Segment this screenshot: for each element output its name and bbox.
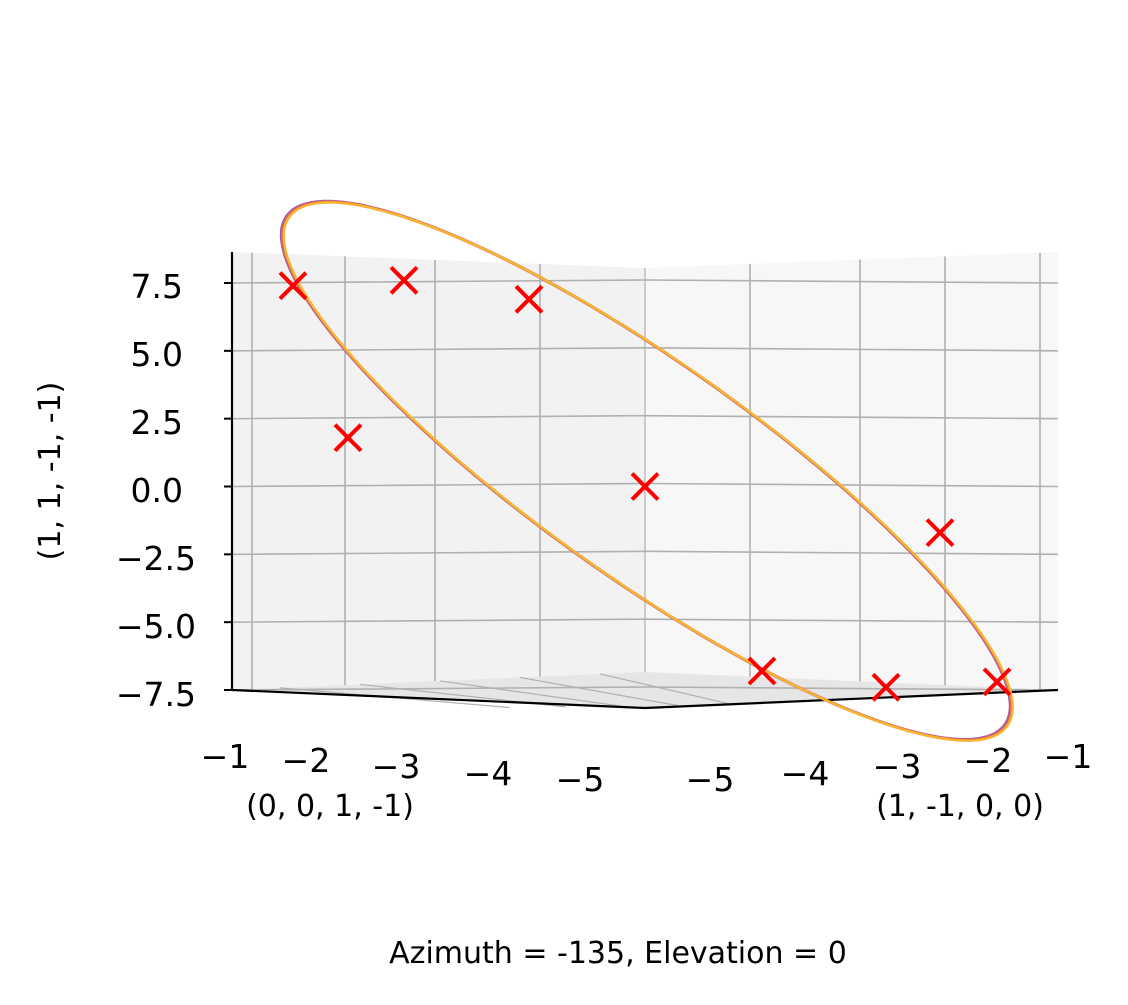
- vertical-tick-label: 5.0: [131, 335, 183, 374]
- left-pane: [232, 252, 645, 690]
- x-marker: [871, 672, 901, 702]
- x-marker: [982, 667, 1012, 697]
- x-marker: [925, 518, 955, 548]
- left-tick-label: −4: [464, 754, 513, 793]
- x-marker-stroke: [514, 284, 544, 314]
- x-marker: [389, 265, 419, 295]
- vertical-tick-label: −5.0: [116, 607, 196, 646]
- x-marker-stroke: [747, 656, 777, 686]
- right-tick-label: −4: [781, 754, 830, 793]
- x-marker: [747, 656, 777, 686]
- floor-grid-line: [519, 676, 678, 707]
- vertical-tick-label: −2.5: [116, 539, 196, 578]
- right-axis-line: [644, 688, 1059, 710]
- x-marker: [278, 271, 308, 301]
- vertical-tick-label: −7.5: [116, 675, 196, 714]
- right-tick-label: −3: [873, 747, 922, 786]
- right-tick-label: −5: [686, 760, 735, 799]
- x-marker-stroke: [925, 518, 955, 548]
- view-caption: Azimuth = -135, Elevation = 0: [389, 936, 847, 971]
- right-tick-label: −2: [964, 741, 1013, 780]
- left-tick-label: −1: [201, 737, 250, 776]
- x-marker: [333, 423, 363, 453]
- curve-series-2: [282, 201, 1014, 742]
- x-marker-stroke: [333, 423, 363, 453]
- floor-grid-line: [599, 673, 734, 706]
- left-tick-label: −2: [282, 741, 331, 780]
- x-marker-stroke: [871, 672, 901, 702]
- left-axis-label: (0, 0, 1, -1): [246, 789, 414, 824]
- x-marker-stroke: [982, 667, 1012, 697]
- right-pane: [645, 252, 1058, 690]
- x-marker-stroke: [389, 265, 419, 295]
- grid-line-horizontal: [231, 686, 1059, 691]
- point-markers: [278, 265, 1012, 702]
- tick-marks: [224, 282, 232, 691]
- right-axis-label: (1, -1, 0, 0): [876, 789, 1044, 824]
- x-marker-stroke: [630, 472, 660, 501]
- vertical-tick-label: 7.5: [131, 267, 183, 306]
- trajectory-curve: [279, 199, 1014, 742]
- left-tick-label: −5: [556, 760, 605, 799]
- vertical-axis-label: (1, 1, -1, -1): [33, 382, 68, 561]
- grid-lines: [231, 252, 1059, 709]
- right-tick-label: −1: [1044, 737, 1093, 776]
- x-marker-stroke: [278, 271, 308, 301]
- vertical-tick-label: 2.5: [131, 403, 183, 442]
- left-axis-line: [231, 688, 646, 710]
- floor-grid-line: [439, 680, 622, 707]
- x-marker: [630, 472, 660, 501]
- left-tick-label: −3: [372, 747, 421, 786]
- x-marker: [514, 284, 544, 314]
- vertical-tick-label: 0.0: [131, 471, 183, 510]
